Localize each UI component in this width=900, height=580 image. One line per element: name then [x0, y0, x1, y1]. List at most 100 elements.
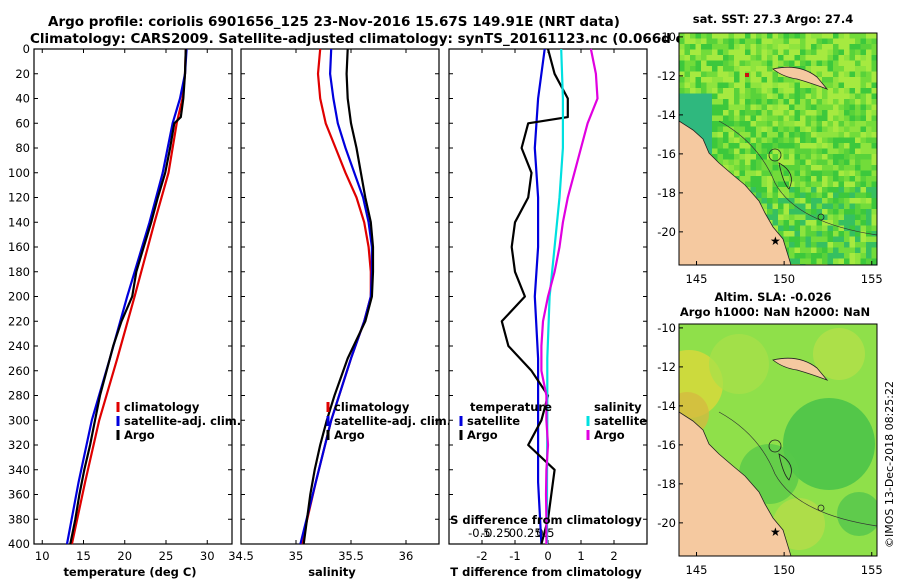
sst-cell	[772, 77, 779, 83]
sst-cell	[734, 49, 740, 56]
sst-cell	[811, 137, 817, 144]
sst-cell	[844, 88, 850, 94]
sst-cell	[756, 66, 762, 72]
sst-cell	[855, 55, 861, 61]
sst-cell	[860, 148, 867, 155]
sst-cell	[783, 77, 790, 83]
sst-cell	[866, 137, 872, 144]
sst-cell	[816, 258, 823, 265]
sst-cell	[706, 71, 713, 78]
sst-cell	[723, 82, 729, 89]
sst-cell	[783, 214, 790, 221]
sst-cell	[701, 44, 707, 50]
sst-cell	[805, 132, 812, 138]
sst-cell	[833, 236, 839, 243]
sst-cell	[728, 44, 735, 50]
sst-cell	[712, 99, 718, 105]
sst-cell	[706, 99, 713, 105]
sst-cell	[717, 44, 724, 50]
sst-cell	[827, 60, 834, 67]
sst-cell	[695, 66, 702, 72]
sst-cell	[849, 143, 856, 149]
sst-cell	[679, 104, 685, 111]
sst-cell	[833, 38, 839, 45]
sst-cell	[794, 192, 801, 199]
sst-cell	[800, 181, 806, 188]
sst-cell	[778, 220, 784, 226]
series-argo	[302, 48, 375, 545]
sst-cell	[794, 231, 801, 237]
sst-cell	[844, 121, 850, 127]
salinity-legend: climatology satellite-adj. clim. Argo	[326, 400, 451, 442]
sst-cell	[833, 148, 839, 155]
sst-cell	[734, 159, 740, 166]
sst-cell	[827, 154, 834, 160]
sst-cell	[789, 93, 795, 100]
sst-cell	[772, 121, 779, 127]
sst-cell	[761, 203, 768, 210]
sst-cell	[860, 170, 867, 177]
sst-cell	[855, 242, 861, 248]
sst-cell	[778, 60, 784, 67]
sst-cell	[723, 132, 729, 138]
sst-cell	[849, 77, 856, 83]
sst-cell	[811, 66, 817, 72]
sst-cell	[827, 49, 834, 56]
sst-cell	[860, 154, 867, 160]
sst-cell	[684, 121, 691, 127]
sst-cell	[745, 44, 751, 50]
depth-tick-label: 340	[8, 463, 30, 477]
sst-cell	[723, 77, 729, 83]
sst-cell	[822, 176, 828, 182]
sst-cell	[827, 82, 834, 89]
sst-cell	[866, 181, 872, 188]
sst-cell	[871, 203, 877, 210]
sst-cell	[811, 99, 817, 105]
sst-cell	[827, 44, 834, 50]
sst-cell	[849, 132, 856, 138]
argo-position-marker: ★	[770, 525, 781, 539]
x-tick-label: -2	[476, 549, 487, 563]
sst-cell	[849, 165, 856, 171]
sst-cell	[690, 60, 696, 67]
sst-cell	[761, 126, 768, 133]
sst-cell	[871, 82, 877, 89]
sst-cell	[805, 225, 812, 232]
sst-cell	[833, 258, 839, 265]
sst-cell	[838, 115, 845, 122]
sst-cell	[778, 88, 784, 94]
sst-cell	[712, 104, 718, 111]
sst-cell	[761, 55, 768, 61]
sst-cell	[712, 55, 718, 61]
depth-tick-label: 140	[8, 215, 30, 229]
sst-cell	[739, 176, 746, 182]
sst-cell	[844, 143, 850, 149]
sst-cell	[745, 82, 751, 89]
sst-cell	[838, 198, 845, 204]
sst-cell	[794, 88, 801, 94]
sst-cell	[794, 247, 801, 254]
sst-cell	[794, 220, 801, 226]
sst-cell	[761, 104, 768, 111]
sst-cell	[794, 165, 801, 171]
sst-cell	[822, 143, 828, 149]
sst-cell	[827, 165, 834, 171]
sst-cell	[750, 176, 757, 182]
sst-cell	[827, 148, 834, 155]
sst-cell	[778, 198, 784, 204]
sst-cell	[778, 33, 784, 39]
sst-cell	[767, 159, 773, 166]
sst-cell	[822, 71, 828, 78]
sst-cell	[684, 66, 691, 72]
sst-cell	[805, 220, 812, 226]
sst-cell	[772, 115, 779, 122]
sst-cell	[756, 126, 762, 133]
sst-cell	[679, 44, 685, 50]
sst-cell	[750, 88, 757, 94]
sst-cell	[739, 137, 746, 144]
sst-cell	[783, 137, 790, 144]
series-argo-t	[500, 48, 569, 545]
sst-cell	[822, 187, 828, 193]
sst-cell	[811, 181, 817, 188]
sst-cell	[849, 159, 856, 166]
